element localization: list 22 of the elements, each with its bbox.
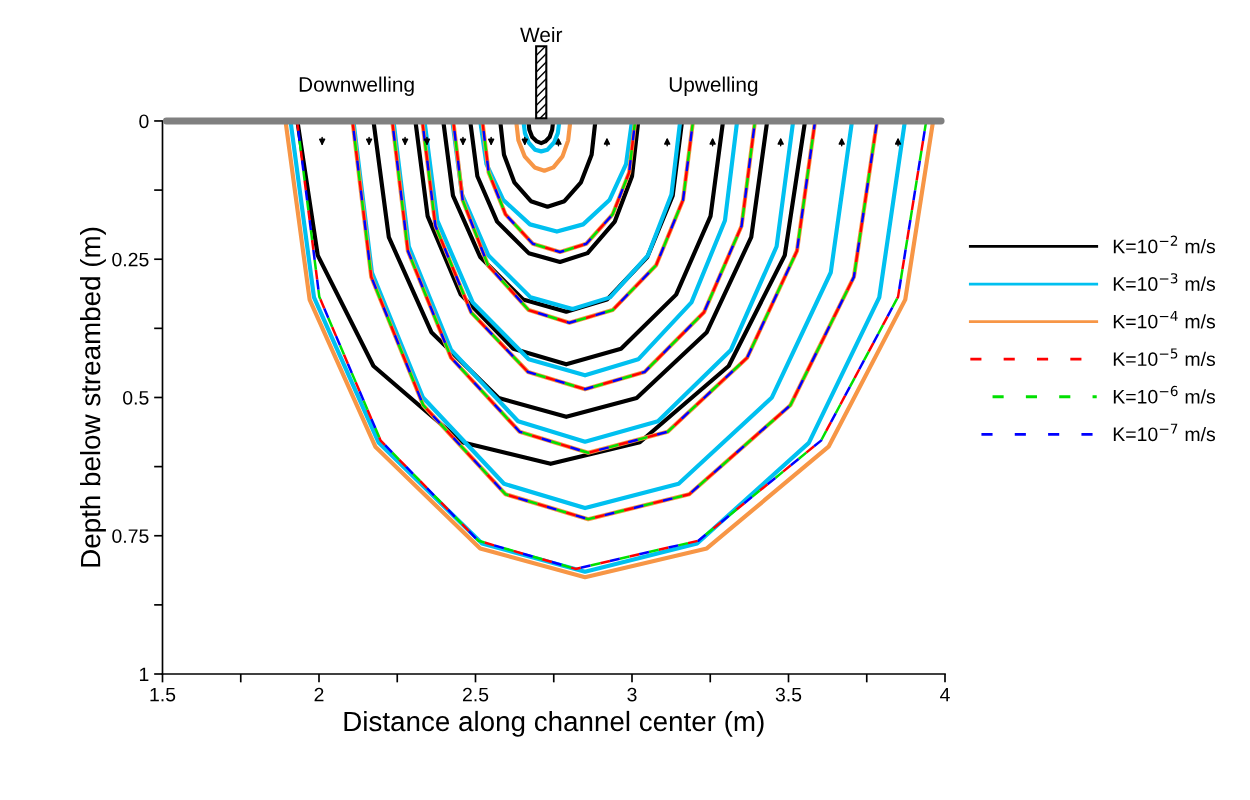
x-tick-label: 2.5 — [462, 687, 489, 702]
text: K=10$^{−2}$ m/s — [1113, 235, 1216, 254]
annotation: Upwelling — [669, 76, 758, 96]
text: K=10$^{−6}$ m/s — [1113, 385, 1216, 404]
x-axis-title: Distance along channel center (m) — [344, 710, 764, 737]
x-tick-label: 3.5 — [775, 687, 802, 702]
x-tick-label: 2 — [314, 687, 324, 702]
x-tick-label: 1.5 — [150, 687, 176, 702]
annotation: Downwelling — [299, 76, 414, 96]
text: K=10$^{−4}$ m/s — [1113, 310, 1216, 329]
text: K=10$^{−7}$ m/s — [1113, 423, 1216, 442]
x-tick-label: 3 — [627, 687, 637, 702]
y-tick-label: 0.75 — [112, 529, 149, 543]
y-tick-label: 1 — [139, 667, 149, 682]
text: K=10$^{−5}$ m/s — [1113, 348, 1216, 367]
x-tick-label: 4 — [940, 687, 950, 702]
text: K=10$^{−3}$ m/s — [1113, 273, 1216, 291]
y-tick-label: 0.5 — [123, 390, 149, 405]
y-axis-title: Depth below streambed (m) — [80, 227, 106, 567]
text: Weir — [520, 26, 563, 43]
y-tick-label: 0 — [139, 114, 149, 129]
y-tick-label: 0.25 — [112, 252, 149, 267]
